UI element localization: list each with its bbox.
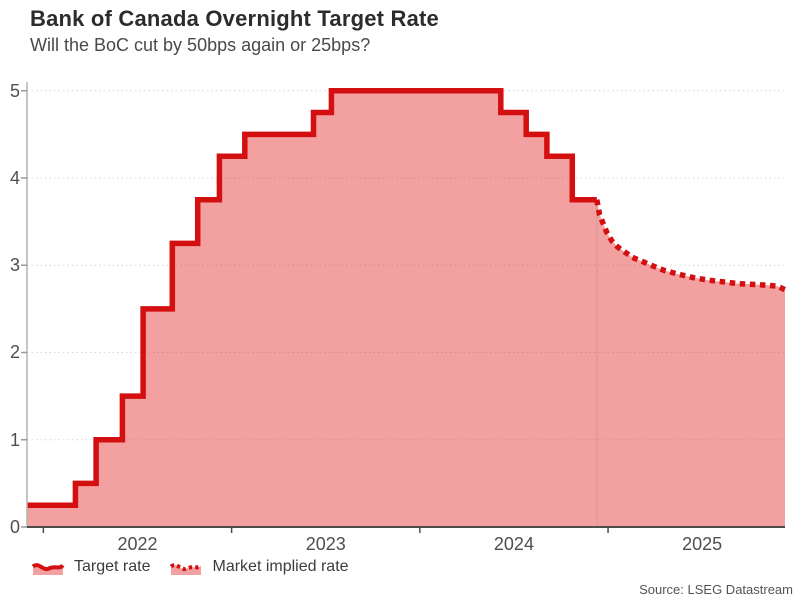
y-axis-label-1: 1 — [9, 429, 20, 450]
y-axis-label-5: 5 — [9, 80, 20, 101]
rate-area-fill — [27, 90, 785, 527]
legend-label: Target rate — [74, 558, 151, 575]
legend-item-market-implied-rate: Market implied rate — [169, 558, 349, 576]
y-axis-label-4: 4 — [9, 167, 20, 188]
chart-subtitle: Will the BoC cut by 50bps again or 25bps… — [30, 35, 371, 55]
legend-item-target-rate: Target rate — [31, 558, 150, 576]
legend: Target rate Market implied rate — [31, 555, 368, 579]
market-implied-line — [594, 199, 787, 293]
y-axis-label-2: 2 — [9, 342, 20, 363]
target-rate-line — [27, 87, 597, 508]
x-axis-label-2023: 2023 — [305, 534, 346, 554]
x-axis-label-2022: 2022 — [117, 534, 158, 554]
solid-line-swatch-icon — [31, 562, 65, 575]
source-note: Source: LSEG Datastream — [639, 582, 793, 597]
chart-title: Bank of Canada Overnight Target Rate — [30, 6, 439, 31]
x-axis-label-2024: 2024 — [493, 534, 534, 554]
x-axis-label-2025: 2025 — [682, 534, 723, 554]
y-axis-label-0: 0 — [9, 517, 20, 537]
y-axis-label-3: 3 — [9, 255, 20, 276]
legend-label: Market implied rate — [212, 558, 349, 575]
dotted-line-swatch-icon — [170, 562, 203, 575]
